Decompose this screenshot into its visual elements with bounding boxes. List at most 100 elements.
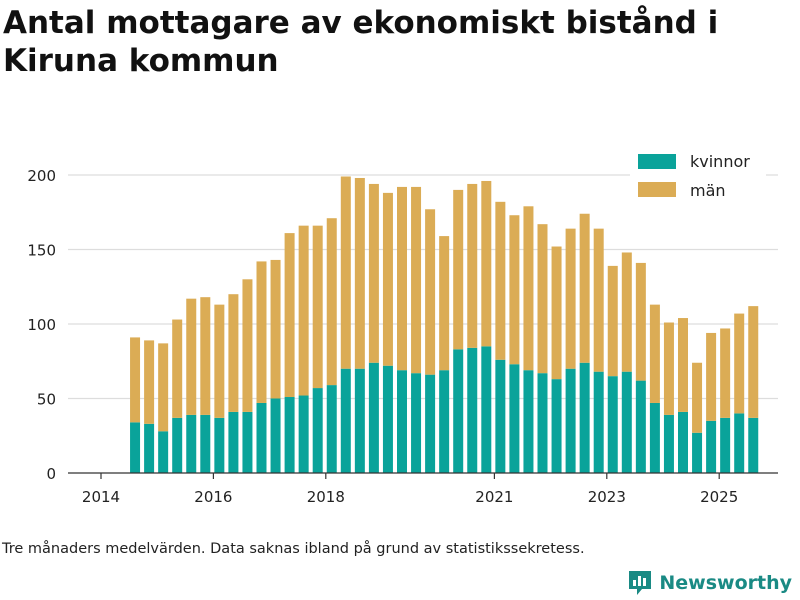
bar-man: [551, 246, 562, 380]
bar-kvinnor: [495, 359, 506, 473]
bar-kvinnor: [523, 370, 534, 473]
bar-man: [186, 298, 197, 415]
bar-kvinnor: [397, 370, 407, 473]
bar-kvinnor: [706, 420, 717, 473]
bar-man: [214, 304, 225, 418]
bar-kvinnor: [200, 414, 211, 473]
newsworthy-logo: Newsworthy: [627, 569, 792, 597]
footnote: Tre månaders medelvärden. Data saknas ib…: [2, 541, 585, 557]
bar-kvinnor: [509, 364, 520, 473]
bar-kvinnor: [326, 385, 337, 473]
bar-man: [706, 332, 717, 421]
x-tick-label: 2025: [700, 488, 738, 506]
bar-man: [593, 228, 604, 372]
bar-man: [382, 192, 393, 366]
bar-kvinnor: [551, 379, 562, 473]
legend-swatch-man: [638, 182, 676, 197]
bar-man: [692, 362, 703, 433]
bar-man: [565, 228, 576, 369]
bar-kvinnor: [172, 417, 183, 473]
bar-kvinnor: [228, 411, 239, 473]
bar-man: [734, 313, 745, 414]
brand-name: Newsworthy: [659, 572, 792, 594]
bar-kvinnor: [214, 417, 225, 473]
bar-man: [397, 186, 407, 371]
bar-man: [340, 176, 351, 369]
bar-man: [678, 318, 688, 412]
x-tick-label: 2021: [475, 488, 513, 506]
bar-man: [523, 206, 534, 371]
bar-man: [649, 304, 660, 403]
bar-kvinnor: [720, 417, 731, 473]
bar-kvinnor: [593, 371, 604, 473]
axes: 0 50 100 150 200 2014 2016 2018 2021 2023 2025: [27, 167, 778, 506]
x-tick-label: 2018: [307, 488, 345, 506]
chart-title: Antal mottagare av ekonomiskt bistånd i …: [3, 5, 719, 79]
x-tick-label: 2014: [82, 488, 120, 506]
bar-kvinnor: [354, 368, 365, 473]
legend-label-man: män: [690, 181, 726, 200]
bar-man: [130, 337, 141, 423]
legend-swatch-kvinnor: [638, 154, 676, 169]
bar-man: [621, 252, 632, 372]
bar-kvinnor: [298, 395, 309, 473]
bar-kvinnor: [158, 431, 169, 473]
bar-kvinnor: [368, 362, 379, 473]
bar-man: [326, 218, 337, 386]
bar-kvinnor: [678, 411, 688, 473]
bar-man: [720, 328, 731, 418]
bar-man: [312, 225, 323, 389]
bar-man: [270, 259, 281, 399]
bar-kvinnor: [649, 402, 660, 473]
bar-kvinnor: [340, 368, 351, 473]
bar-man: [411, 186, 422, 374]
bar-man: [228, 294, 239, 412]
bar-man: [200, 297, 211, 415]
y-tick-label: 100: [27, 316, 56, 334]
bar-kvinnor: [565, 368, 576, 473]
bar-kvinnor: [748, 417, 759, 473]
x-tick-label: 2023: [588, 488, 626, 506]
bar-kvinnor: [537, 373, 548, 473]
bar-kvinnor: [621, 371, 632, 473]
bar-man: [284, 233, 295, 398]
x-tick-label: 2016: [194, 488, 232, 506]
y-tick-label: 150: [27, 242, 56, 260]
bar-man: [663, 322, 674, 415]
bar-man: [242, 279, 253, 412]
bar-man: [172, 319, 183, 418]
legend-label-kvinnor: kvinnor: [690, 152, 750, 171]
bar-kvinnor: [579, 362, 590, 473]
bar-kvinnor: [453, 349, 464, 473]
bar-man: [495, 201, 506, 360]
bar-kvinnor: [467, 347, 478, 473]
bar-man: [256, 261, 267, 403]
bar-kvinnor: [692, 432, 703, 473]
y-tick-label: 50: [37, 391, 56, 409]
bar-kvinnor: [144, 423, 155, 473]
bar-man: [425, 209, 436, 375]
newsworthy-logo-icon: [629, 571, 652, 595]
bar-man: [579, 213, 590, 363]
bar-man: [453, 189, 464, 350]
bar-kvinnor: [270, 398, 281, 473]
bar-man: [607, 265, 618, 377]
bar-kvinnor: [607, 376, 618, 473]
bar-man: [509, 215, 520, 365]
bar-kvinnor: [481, 346, 492, 473]
bar-kvinnor: [411, 373, 422, 473]
bar-kvinnor: [312, 388, 323, 473]
bars: [130, 176, 759, 473]
bar-kvinnor: [130, 422, 141, 473]
bar-kvinnor: [186, 414, 197, 473]
bar-kvinnor: [382, 365, 393, 473]
bar-kvinnor: [635, 380, 646, 473]
bar-man: [537, 224, 548, 374]
bar-kvinnor: [256, 402, 267, 473]
y-tick-label: 0: [46, 465, 56, 483]
legend: kvinnor män: [630, 146, 766, 208]
bar-man: [368, 183, 379, 363]
bar-man: [467, 183, 478, 348]
bar-man: [298, 225, 309, 396]
